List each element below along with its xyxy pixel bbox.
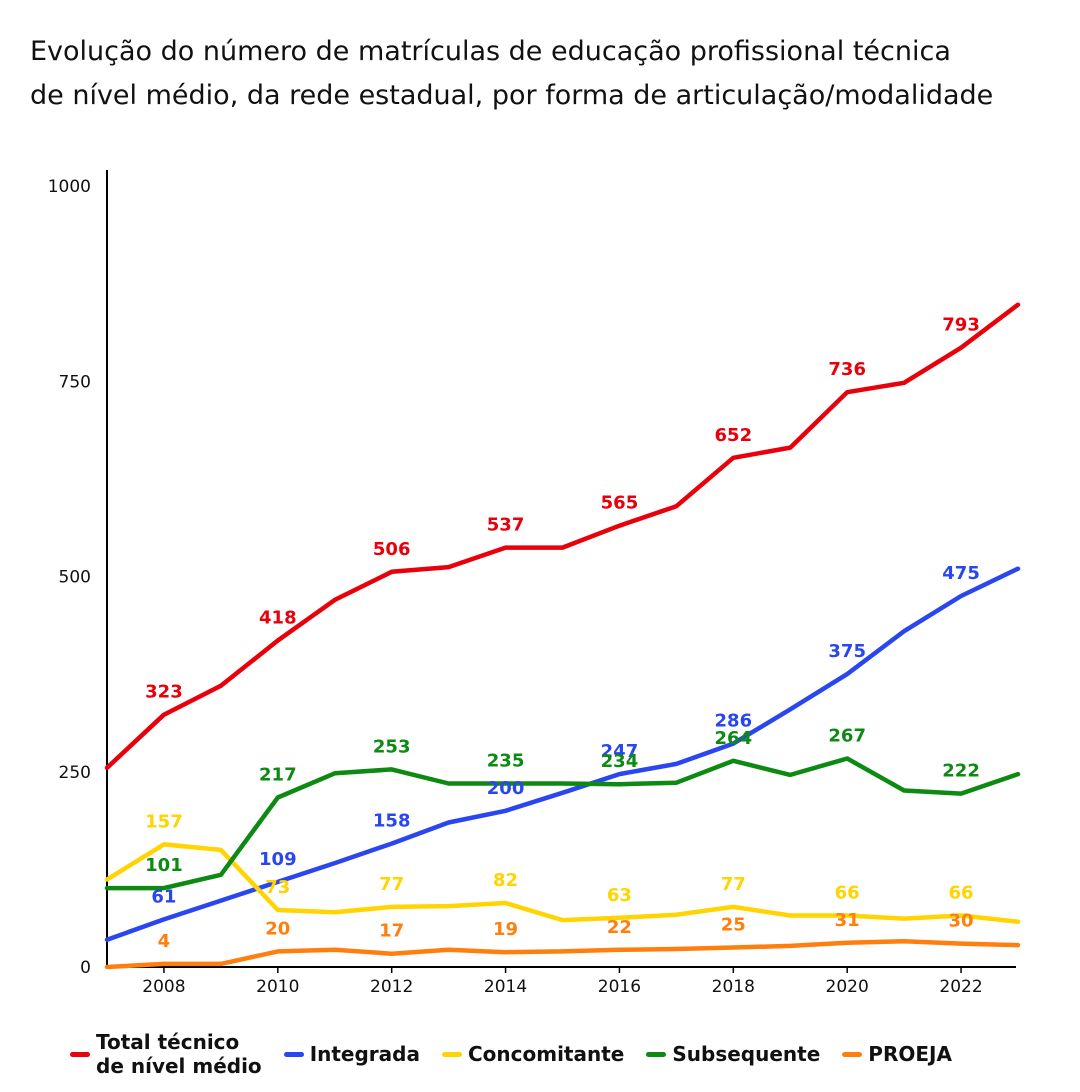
series-line-4 bbox=[104, 938, 1021, 970]
y-tick-label: 0 bbox=[80, 958, 91, 978]
data-label: 4 bbox=[158, 931, 171, 952]
data-label: 267 bbox=[828, 725, 866, 746]
data-label: 158 bbox=[373, 811, 411, 832]
data-label: 63 bbox=[607, 885, 632, 906]
x-tick-label: 2014 bbox=[484, 977, 527, 997]
chart-title-line-1: Evolução do número de matrículas de educ… bbox=[30, 36, 951, 67]
data-label: 652 bbox=[715, 425, 753, 446]
series-line-0 bbox=[104, 302, 1021, 771]
x-tick-label: 2016 bbox=[598, 977, 641, 997]
data-label: 418 bbox=[259, 608, 297, 629]
data-label: 77 bbox=[721, 874, 746, 895]
x-tick-label: 2008 bbox=[142, 977, 185, 997]
legend-item: Integrada bbox=[283, 1042, 420, 1066]
y-tick-label: 250 bbox=[59, 763, 91, 783]
series-line-2 bbox=[104, 842, 1021, 924]
data-label: 323 bbox=[145, 682, 183, 703]
data-label: 247 bbox=[601, 741, 639, 762]
data-label: 17 bbox=[379, 921, 404, 942]
data-label: 506 bbox=[373, 539, 411, 560]
data-label: 22 bbox=[607, 917, 632, 938]
data-label: 19 bbox=[493, 919, 518, 940]
legend-label: Subsequente bbox=[672, 1042, 821, 1066]
data-label: 793 bbox=[942, 315, 980, 336]
data-label: 25 bbox=[721, 914, 746, 935]
data-label: 30 bbox=[949, 911, 974, 932]
legend-item: Total técnico de nível médio bbox=[70, 1030, 262, 1078]
legend-item: PROEJA bbox=[842, 1042, 952, 1066]
legend-label: PROEJA bbox=[868, 1042, 952, 1066]
data-label: 475 bbox=[942, 563, 980, 584]
data-label: 82 bbox=[493, 870, 518, 891]
legend-label: Total técnico de nível médio bbox=[96, 1030, 262, 1078]
legend-item: Concomitante bbox=[441, 1042, 625, 1066]
data-label: 61 bbox=[151, 886, 176, 907]
legend-label: Concomitante bbox=[467, 1042, 625, 1066]
data-label: 375 bbox=[828, 641, 866, 662]
data-label: 66 bbox=[835, 882, 860, 903]
legend-label: Integrada bbox=[309, 1042, 420, 1066]
series-line-3 bbox=[104, 756, 1021, 891]
data-label: 20 bbox=[265, 918, 290, 939]
data-label: 222 bbox=[942, 761, 980, 782]
data-label: 77 bbox=[379, 874, 404, 895]
data-label: 73 bbox=[265, 877, 290, 898]
x-axis: 2008 2010 2012 2014 2016 2018 2020 2022 bbox=[107, 966, 1016, 997]
series-lines bbox=[104, 302, 1021, 970]
legend-swatch bbox=[283, 1051, 304, 1057]
data-label: 537 bbox=[487, 515, 525, 536]
data-label: 565 bbox=[601, 493, 639, 514]
data-label: 253 bbox=[373, 736, 411, 757]
data-label: 66 bbox=[949, 882, 974, 903]
legend-swatch bbox=[441, 1051, 462, 1057]
legend-item: Subsequente bbox=[646, 1042, 820, 1066]
data-label: 31 bbox=[835, 910, 860, 931]
y-tick-label: 750 bbox=[59, 372, 91, 392]
legend-swatch bbox=[646, 1051, 667, 1057]
data-label: 217 bbox=[259, 765, 297, 786]
data-label: 264 bbox=[715, 728, 753, 749]
y-axis: 0 250 500 750 1000 bbox=[48, 170, 108, 978]
x-tick-label: 2020 bbox=[826, 977, 869, 997]
data-label: 101 bbox=[145, 855, 183, 876]
data-label: 235 bbox=[487, 750, 525, 771]
legend: Total técnico de nível médio Integrada Con… bbox=[70, 1030, 974, 1078]
legend-swatch bbox=[70, 1051, 90, 1057]
data-label: 286 bbox=[715, 711, 753, 732]
data-label: 200 bbox=[487, 778, 525, 799]
x-tick-label: 2010 bbox=[256, 977, 299, 997]
x-tick-label: 2012 bbox=[370, 977, 413, 997]
chart-title-line-2: de nível médio, da rede estadual, por fo… bbox=[30, 80, 994, 111]
data-label: 109 bbox=[259, 849, 297, 870]
legend-swatch bbox=[842, 1051, 863, 1057]
data-label: 234 bbox=[601, 751, 639, 772]
y-tick-label: 500 bbox=[59, 568, 91, 588]
data-label: 736 bbox=[828, 359, 866, 380]
x-tick-label: 2018 bbox=[712, 977, 755, 997]
x-tick-label: 2022 bbox=[939, 977, 982, 997]
data-labels: 323 418 506 537 565 652 736 793 61 109 158 200 247 28… bbox=[145, 315, 980, 952]
chart-title: Evolução do número de matrículas de educ… bbox=[30, 30, 1070, 118]
y-tick-label: 1000 bbox=[48, 177, 91, 197]
series-line-1 bbox=[104, 566, 1021, 942]
data-label: 157 bbox=[145, 811, 183, 832]
